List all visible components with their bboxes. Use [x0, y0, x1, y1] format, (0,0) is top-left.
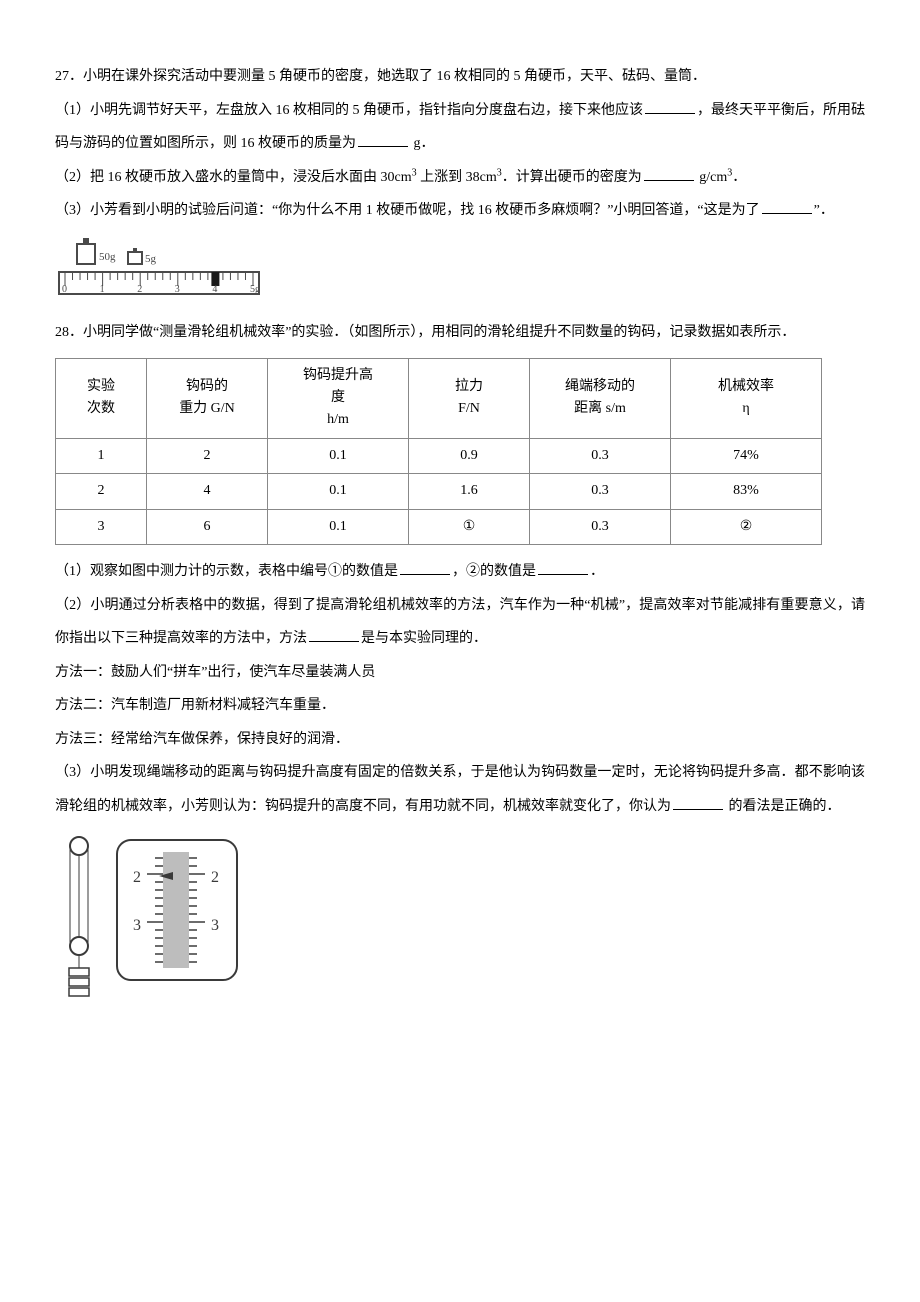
- table-cell: 0.3: [530, 509, 671, 544]
- table-cell: 1: [56, 438, 147, 473]
- q27-part1: （1）小明先调节好天平，左盘放入 16 枚相同的 5 角硬币，指针指向分度盘右边…: [55, 94, 865, 161]
- table-header-cell: 机械效率η: [671, 358, 822, 438]
- blank-input[interactable]: [673, 795, 723, 810]
- svg-text:5g: 5g: [250, 284, 260, 295]
- q27-stem: 27．小明在课外探究活动中要测量 5 角硬币的密度，她选取了 16 枚相同的 5…: [55, 60, 865, 94]
- weight-icon: [69, 968, 89, 976]
- q28-number: 28．: [55, 325, 83, 340]
- table-cell: 0.1: [268, 438, 409, 473]
- q28-part1: （1）观察如图中测力计的示数，表格中编号①的数值是，②的数值是．: [55, 555, 865, 589]
- q27-number: 27．: [55, 69, 83, 84]
- weight-5g-icon: [128, 248, 142, 264]
- q28-part2: （2）小明通过分析表格中的数据，得到了提高滑轮组机械效率的方法，汽车作为一种“机…: [55, 589, 865, 656]
- table-header-cell: 拉力F/N: [409, 358, 530, 438]
- blank-input[interactable]: [645, 99, 695, 114]
- table-header-cell: 钩码提升高度h/m: [268, 358, 409, 438]
- ruler-ticks: [65, 272, 253, 286]
- scale-label: 3: [133, 917, 141, 934]
- table-row: 360.1①0.3②: [56, 509, 822, 544]
- table-cell: 0.1: [268, 509, 409, 544]
- table-cell: 1.6: [409, 474, 530, 509]
- table-cell: 6: [147, 509, 268, 544]
- table-cell: 0.1: [268, 474, 409, 509]
- table-cell: 0.9: [409, 438, 530, 473]
- spring-scale-icon: [117, 840, 237, 980]
- table-cell: 0.3: [530, 474, 671, 509]
- table-cell: ②: [671, 509, 822, 544]
- svg-text:2: 2: [137, 284, 142, 295]
- scale-label: 3: [211, 917, 219, 934]
- svg-text:0: 0: [62, 284, 67, 295]
- weight-5g-label: 5g: [145, 253, 157, 265]
- table-cell: 83%: [671, 474, 822, 509]
- table-cell: 74%: [671, 438, 822, 473]
- balance-figure: 50g 5g 0 1 2 3 4 5g: [55, 232, 265, 302]
- q28-stem: 28．小明同学做“测量滑轮组机械效率”的实验．（如图所示），用相同的滑轮组提升不…: [55, 316, 865, 350]
- scale-label: 2: [211, 869, 219, 886]
- svg-text:1: 1: [100, 284, 105, 295]
- table-cell: 3: [56, 509, 147, 544]
- blank-input[interactable]: [762, 199, 812, 214]
- weight-50g-icon: [77, 238, 95, 264]
- q28-part3: （3）小明发现绳端移动的距离与钩码提升高度有固定的倍数关系，于是他认为钩码数量一…: [55, 756, 865, 823]
- ruler-frame: [59, 272, 259, 294]
- blank-input[interactable]: [538, 560, 588, 575]
- q27-part3: （3）小芳看到小明的试验后问道：“你为什么不用 1 枚硬币做呢，找 16 枚硬币…: [55, 194, 865, 228]
- q28-method2: 方法二：汽车制造厂用新材料减轻汽车重量．: [55, 689, 865, 723]
- q28-method1: 方法一：鼓励人们“拼车”出行，使汽车尽量装满人员: [55, 656, 865, 690]
- pulley-icon: [70, 937, 88, 955]
- blank-input[interactable]: [358, 132, 408, 147]
- table-cell: 0.3: [530, 438, 671, 473]
- table-row: 240.11.60.383%: [56, 474, 822, 509]
- weight-50g-label: 50g: [99, 251, 116, 263]
- q28-method3: 方法三：经常给汽车做保养，保持良好的润滑．: [55, 723, 865, 757]
- svg-text:3: 3: [175, 284, 180, 295]
- table-row: 120.10.90.374%: [56, 438, 822, 473]
- table-cell: 2: [56, 474, 147, 509]
- table-header-cell: 绳端移动的距离 s/m: [530, 358, 671, 438]
- weight-icon: [69, 978, 89, 986]
- pulley-icon: [70, 837, 88, 855]
- svg-text:4: 4: [212, 284, 217, 295]
- weight-icon: [69, 988, 89, 996]
- q27-part2: （2）把 16 枚硬币放入盛水的量筒中，浸没后水面由 30cm3 上涨到 38c…: [55, 161, 865, 195]
- scale-label: 2: [133, 869, 141, 886]
- blank-input[interactable]: [309, 627, 359, 642]
- table-cell: 4: [147, 474, 268, 509]
- data-table: 实验次数钩码的重力 G/N钩码提升高度h/m拉力F/N绳端移动的距离 s/m机械…: [55, 358, 822, 545]
- table-cell: 2: [147, 438, 268, 473]
- spring-scale-figure: 2 3 2 3: [55, 828, 245, 1008]
- blank-input[interactable]: [644, 166, 694, 181]
- table-cell: ①: [409, 509, 530, 544]
- table-header-cell: 钩码的重力 G/N: [147, 358, 268, 438]
- table-header-cell: 实验次数: [56, 358, 147, 438]
- blank-input[interactable]: [400, 560, 450, 575]
